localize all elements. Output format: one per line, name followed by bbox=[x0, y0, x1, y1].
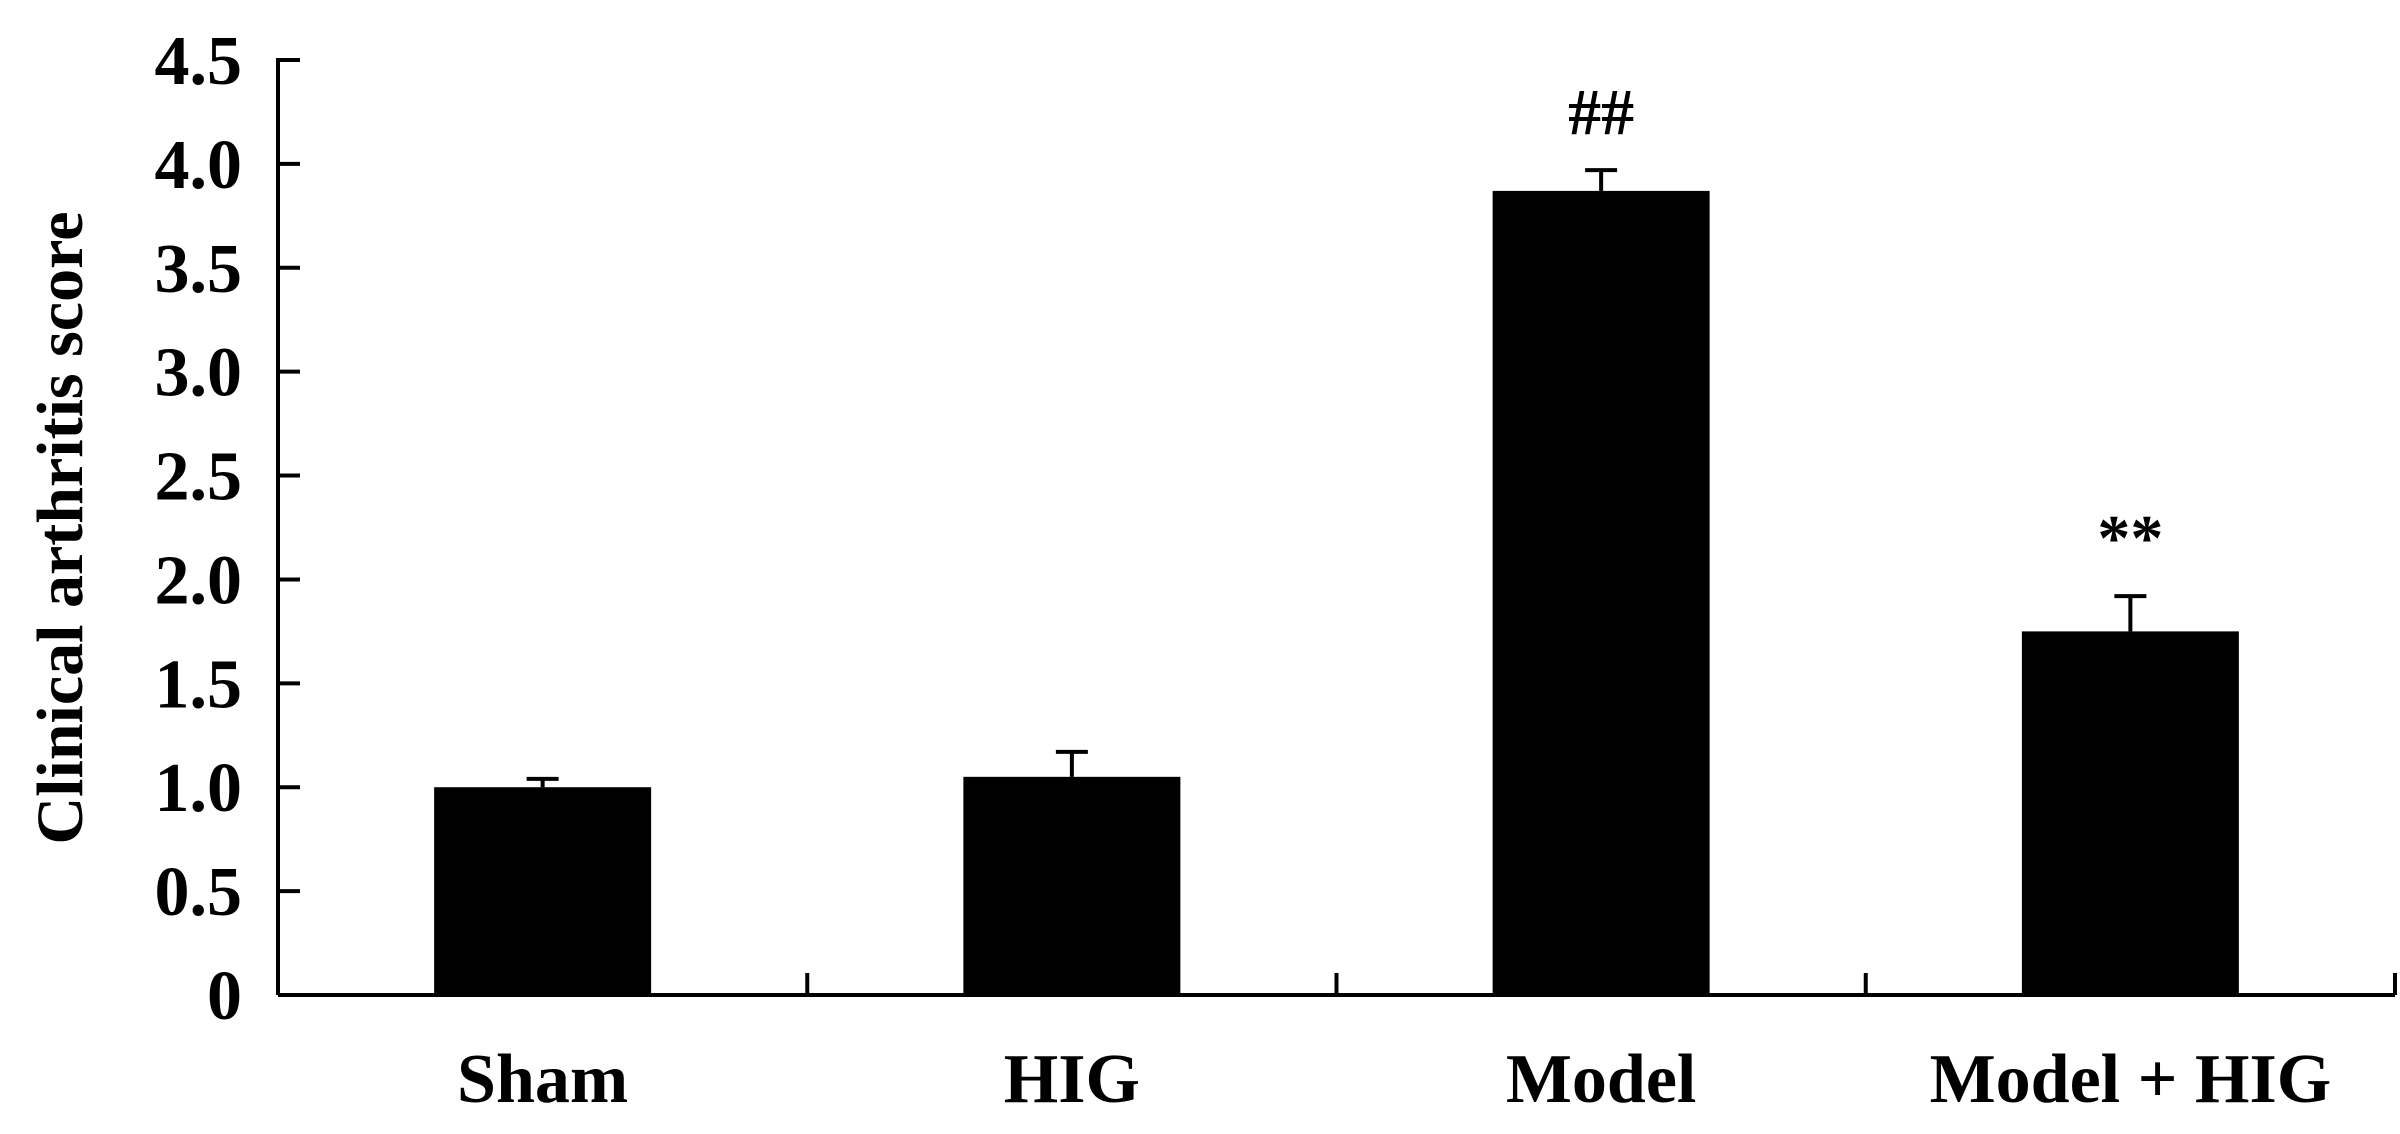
y-tick-label: 0.5 bbox=[155, 854, 243, 931]
error-bars-group bbox=[526, 168, 2147, 788]
bar-hig bbox=[963, 776, 1181, 995]
x-category-label: Model bbox=[1506, 1041, 1697, 1118]
bars-group bbox=[434, 190, 2239, 995]
y-ticks-group: 0 0.5 1.0 1.5 2.0 2.5 3.0 3.5 4.0 4.5 bbox=[155, 23, 300, 1035]
y-tick-label: 1.0 bbox=[155, 750, 243, 827]
x-labels-group: Sham HIG Model Model + HIG bbox=[457, 1041, 2331, 1118]
y-tick-label: 3.0 bbox=[155, 335, 243, 412]
y-tick-label: 2.0 bbox=[155, 542, 243, 619]
x-ticks-group bbox=[805, 973, 2397, 995]
y-tick-label: 3.5 bbox=[155, 231, 243, 308]
y-tick-label: 2.5 bbox=[155, 439, 243, 516]
x-category-label: Sham bbox=[457, 1041, 628, 1118]
y-axis-title: Clinical arthritis score bbox=[24, 212, 97, 845]
annotations-group: ## ** bbox=[1568, 76, 2163, 575]
significance-annotation: ** bbox=[2097, 502, 2163, 575]
bar-model bbox=[1492, 190, 1710, 995]
significance-annotation: ## bbox=[1568, 76, 1634, 149]
y-tick-label: 4.0 bbox=[155, 127, 243, 204]
bar-model-hig bbox=[2021, 631, 2239, 995]
x-category-label: HIG bbox=[1004, 1041, 1140, 1118]
y-tick-label: 1.5 bbox=[155, 646, 243, 723]
bar-sham bbox=[434, 787, 652, 995]
y-tick-label: 0 bbox=[207, 958, 242, 1035]
y-tick-label: 4.5 bbox=[155, 23, 243, 100]
x-category-label: Model + HIG bbox=[1930, 1041, 2332, 1118]
